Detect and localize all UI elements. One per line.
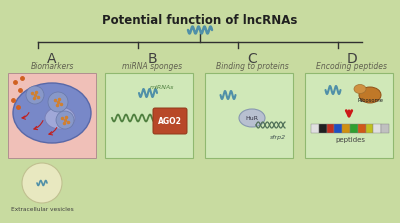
FancyBboxPatch shape [8,73,96,158]
Text: Potential function of lncRNAs: Potential function of lncRNAs [102,14,298,27]
Bar [381,124,389,133]
Text: Encoding peptides: Encoding peptides [316,62,388,71]
Circle shape [56,111,74,129]
Ellipse shape [45,107,75,129]
Ellipse shape [13,83,91,143]
Circle shape [48,92,68,112]
Text: peptides: peptides [335,137,365,143]
Bar [319,124,327,133]
FancyArrowPatch shape [34,121,43,130]
Bar [342,124,350,133]
Text: D: D [347,52,357,66]
FancyBboxPatch shape [205,73,293,158]
Text: Extracellular vesicles: Extracellular vesicles [11,207,73,212]
Text: miRNA sponges: miRNA sponges [122,62,182,71]
Circle shape [26,86,44,104]
Text: AGO2: AGO2 [158,116,182,126]
FancyArrowPatch shape [22,113,29,119]
Text: sfrp2: sfrp2 [270,135,286,140]
Bar [350,124,358,133]
Text: C: C [247,52,257,66]
Text: HuR: HuR [246,116,258,120]
FancyBboxPatch shape [153,108,187,134]
Bar [334,124,342,133]
Bar [327,124,334,133]
Bar [374,124,381,133]
Text: miRNAs: miRNAs [150,85,174,90]
Bar [366,124,374,133]
FancyBboxPatch shape [305,73,393,158]
Text: Binding to proteins: Binding to proteins [216,62,288,71]
Circle shape [22,163,62,203]
Text: Biomarkers: Biomarkers [30,62,74,71]
FancyBboxPatch shape [105,73,193,158]
Ellipse shape [239,109,265,127]
Text: B: B [147,52,157,66]
Text: A: A [47,52,57,66]
Bar [311,124,319,133]
Ellipse shape [354,85,366,93]
Text: Ribosome: Ribosome [358,98,384,103]
Ellipse shape [359,87,381,103]
FancyArrowPatch shape [49,128,57,135]
Bar [358,124,366,133]
